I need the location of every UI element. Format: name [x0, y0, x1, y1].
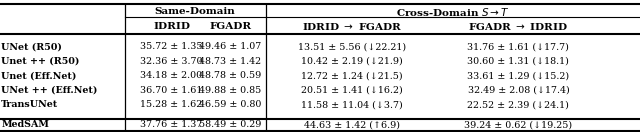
Text: 13.51 ± 5.56 (↓22.21): 13.51 ± 5.56 (↓22.21): [298, 42, 406, 51]
Text: 33.61 ± 1.29 (↓15.2): 33.61 ± 1.29 (↓15.2): [467, 71, 570, 80]
Text: 44.63 ± 1.42 (↑6.9): 44.63 ± 1.42 (↑6.9): [304, 120, 400, 129]
Text: FGADR $\rightarrow$ IDRID: FGADR $\rightarrow$ IDRID: [468, 21, 568, 32]
Text: 39.24 ± 0.62 (↓19.25): 39.24 ± 0.62 (↓19.25): [465, 120, 572, 129]
Text: IDRID $\rightarrow$ FGADR: IDRID $\rightarrow$ FGADR: [302, 21, 402, 32]
Text: 20.51 ± 1.41 (↓16.2): 20.51 ± 1.41 (↓16.2): [301, 86, 403, 95]
Text: 35.72 ± 1.35: 35.72 ± 1.35: [140, 42, 203, 51]
Text: 15.28 ± 1.62: 15.28 ± 1.62: [140, 100, 203, 109]
Text: 46.59 ± 0.80: 46.59 ± 0.80: [199, 100, 262, 109]
Text: 32.36 ± 3.70: 32.36 ± 3.70: [140, 57, 203, 66]
Text: 10.42 ± 2.19 (↓21.9): 10.42 ± 2.19 (↓21.9): [301, 57, 403, 66]
Text: 36.70 ± 1.61: 36.70 ± 1.61: [140, 86, 203, 95]
Text: 22.52 ± 2.39 (↓24.1): 22.52 ± 2.39 (↓24.1): [467, 100, 570, 109]
Text: 30.60 ± 1.31 (↓18.1): 30.60 ± 1.31 (↓18.1): [467, 57, 570, 66]
Text: 32.49 ± 2.08 (↓17.4): 32.49 ± 2.08 (↓17.4): [468, 86, 569, 95]
Text: UNet (R50): UNet (R50): [1, 42, 62, 51]
Text: Cross-Domain $S \rightarrow T$: Cross-Domain $S \rightarrow T$: [396, 6, 509, 18]
Text: 11.58 ± 11.04 (↓3.7): 11.58 ± 11.04 (↓3.7): [301, 100, 403, 109]
Text: 49.46 ± 1.07: 49.46 ± 1.07: [199, 42, 262, 51]
Text: 31.76 ± 1.61 (↓17.7): 31.76 ± 1.61 (↓17.7): [467, 42, 570, 51]
Text: 34.18 ± 2.00: 34.18 ± 2.00: [140, 71, 203, 80]
Text: IDRID: IDRID: [153, 22, 190, 31]
Text: 49.88 ± 0.85: 49.88 ± 0.85: [199, 86, 262, 95]
Text: 12.72 ± 1.24 (↓21.5): 12.72 ± 1.24 (↓21.5): [301, 71, 403, 80]
Text: 48.73 ± 1.42: 48.73 ± 1.42: [199, 57, 262, 66]
Text: Unet ++ (R50): Unet ++ (R50): [1, 57, 79, 66]
Text: 37.76 ± 1.37: 37.76 ± 1.37: [140, 120, 203, 129]
Text: 58.49 ± 0.29: 58.49 ± 0.29: [199, 120, 262, 129]
Text: MedSAM: MedSAM: [1, 120, 49, 129]
Text: UNet ++ (Eff.Net): UNet ++ (Eff.Net): [1, 86, 98, 95]
Text: Same-Domain: Same-Domain: [155, 7, 236, 16]
Text: Unet (Eff.Net): Unet (Eff.Net): [1, 71, 77, 80]
Text: 48.78 ± 0.59: 48.78 ± 0.59: [199, 71, 262, 80]
Text: FGADR: FGADR: [209, 22, 252, 31]
Text: TransUNet: TransUNet: [1, 100, 58, 109]
